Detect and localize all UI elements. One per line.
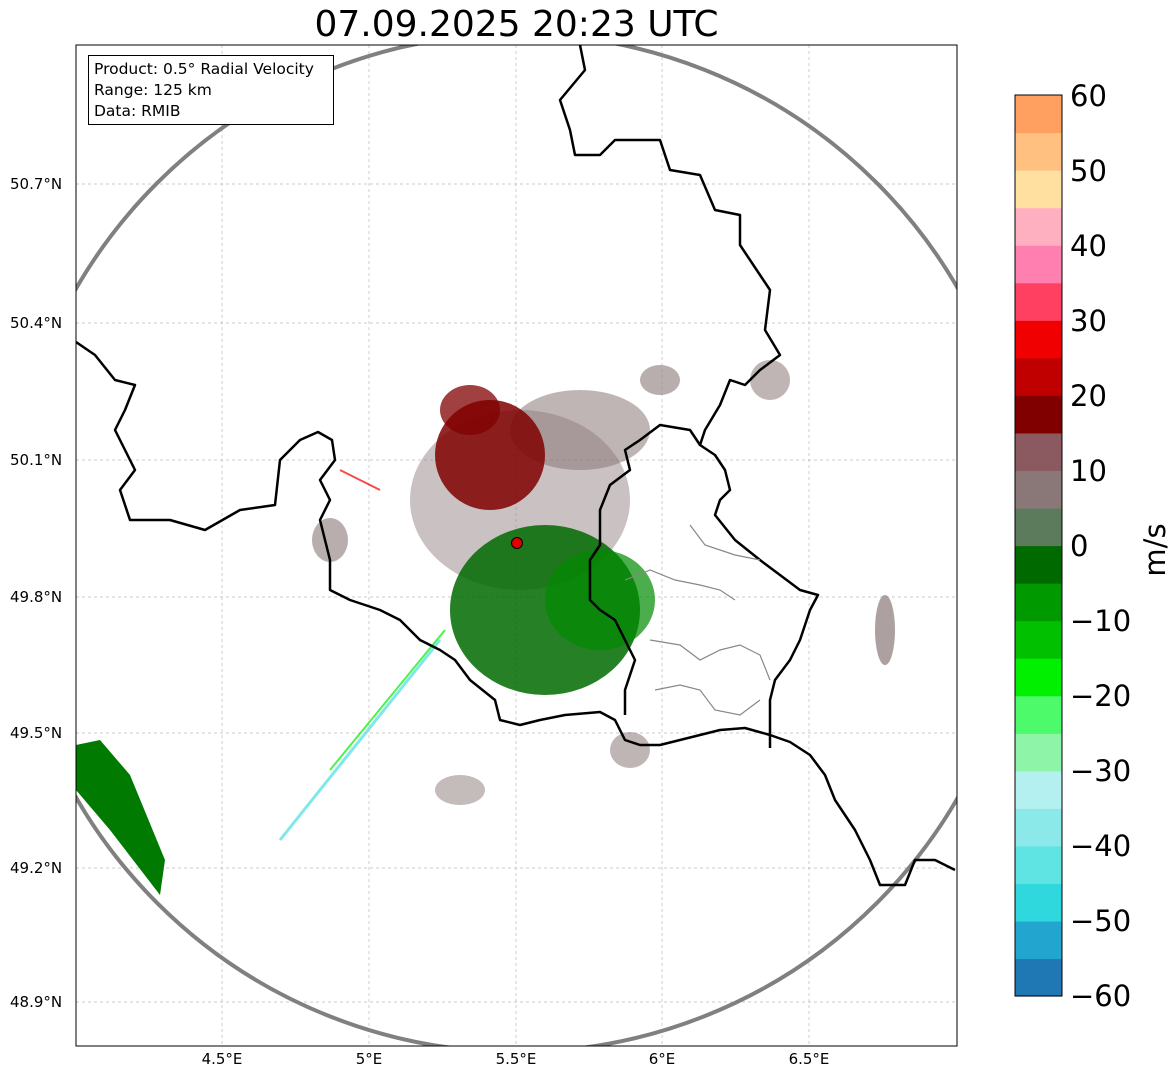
colorbar-band (1015, 207, 1062, 246)
colorbar-band (1015, 695, 1062, 734)
colorbar-tick: −50 (1070, 904, 1132, 938)
colorbar-band (1015, 733, 1062, 772)
colorbar-band (1015, 808, 1062, 847)
colorbar-band (1015, 95, 1062, 134)
colorbar (1015, 95, 1062, 997)
colorbar-tick: −60 (1070, 979, 1132, 1013)
lat-tick: 49.5°N (10, 724, 63, 742)
colorbar-tick: −40 (1070, 829, 1132, 863)
lon-tick: 5.5°E (495, 1050, 537, 1068)
colorbar-tick: −10 (1070, 604, 1132, 638)
echo-near-zero (875, 595, 895, 665)
echo-near-zero (510, 390, 650, 470)
colorbar-band (1015, 545, 1062, 584)
colorbar-band (1015, 658, 1062, 697)
lat-tick: 50.1°N (10, 451, 63, 469)
colorbar-band (1015, 432, 1062, 472)
echo-near-zero (610, 732, 650, 768)
colorbar-band (1015, 583, 1062, 622)
lon-tick: 6°E (648, 1050, 676, 1068)
colorbar-band (1015, 357, 1062, 396)
colorbar-band (1015, 620, 1062, 659)
colorbar-band (1015, 170, 1062, 209)
range-label: Range: 125 km (94, 81, 212, 99)
colorbar-tick: 50 (1070, 154, 1107, 188)
colorbar-tick: 10 (1070, 454, 1107, 488)
colorbar-tick: 0 (1070, 529, 1089, 563)
echo-receding (440, 385, 500, 435)
lon-tick: 6.5°E (788, 1050, 830, 1068)
echo-spike (339, 469, 381, 491)
lat-tick: 49.8°N (10, 588, 63, 606)
lat-tick: 50.4°N (10, 314, 63, 332)
echo-approaching (545, 550, 655, 650)
colorbar-band (1015, 282, 1062, 321)
colorbar-band (1015, 845, 1062, 884)
axes-frame (75, 44, 958, 1047)
colorbar-band (1015, 470, 1062, 509)
echo-near-zero (750, 360, 790, 400)
lon-tick: 4.5°E (201, 1050, 243, 1068)
colorbar-band (1015, 920, 1062, 960)
colorbar-band (1015, 958, 1062, 997)
colorbar-label: m/s (1138, 523, 1171, 577)
echo-spike (329, 629, 446, 771)
colorbar-frame (1014, 94, 1063, 997)
lat-tick: 50.7°N (10, 175, 63, 193)
colorbar-tick: −20 (1070, 679, 1132, 713)
data-source-label: Data: RMIB (94, 102, 181, 120)
echo-near-zero (435, 775, 485, 805)
lat-tick: 49.2°N (10, 859, 63, 877)
colorbar-band (1015, 507, 1062, 547)
colorbar-band (1015, 395, 1062, 434)
colorbar-tick: 20 (1070, 379, 1107, 413)
colorbar-tick: 40 (1070, 229, 1107, 263)
echo-near-zero (640, 365, 680, 395)
echo-spike (278, 639, 442, 841)
country-borders (76, 45, 956, 887)
product-label: Product: 0.5° Radial Velocity (94, 60, 314, 78)
echo-approaching (76, 740, 165, 895)
map-title: 07.09.2025 20:23 UTC (314, 4, 719, 45)
colorbar-tick: 30 (1070, 304, 1107, 338)
province-borders (624, 524, 771, 716)
lat-tick: 48.9°N (10, 993, 63, 1011)
colorbar-tick: −30 (1070, 754, 1132, 788)
colorbar-tick: 60 (1070, 79, 1107, 113)
product-info-box: Product: 0.5° Radial Velocity Range: 125… (88, 55, 334, 125)
radar-site-marker (511, 537, 523, 549)
colorbar-band (1015, 883, 1062, 922)
colorbar-band (1015, 770, 1062, 809)
colorbar-band (1015, 132, 1062, 171)
colorbar-band (1015, 320, 1062, 359)
echo-clusters (76, 360, 895, 895)
lon-tick: 5°E (355, 1050, 383, 1068)
colorbar-band (1015, 245, 1062, 284)
